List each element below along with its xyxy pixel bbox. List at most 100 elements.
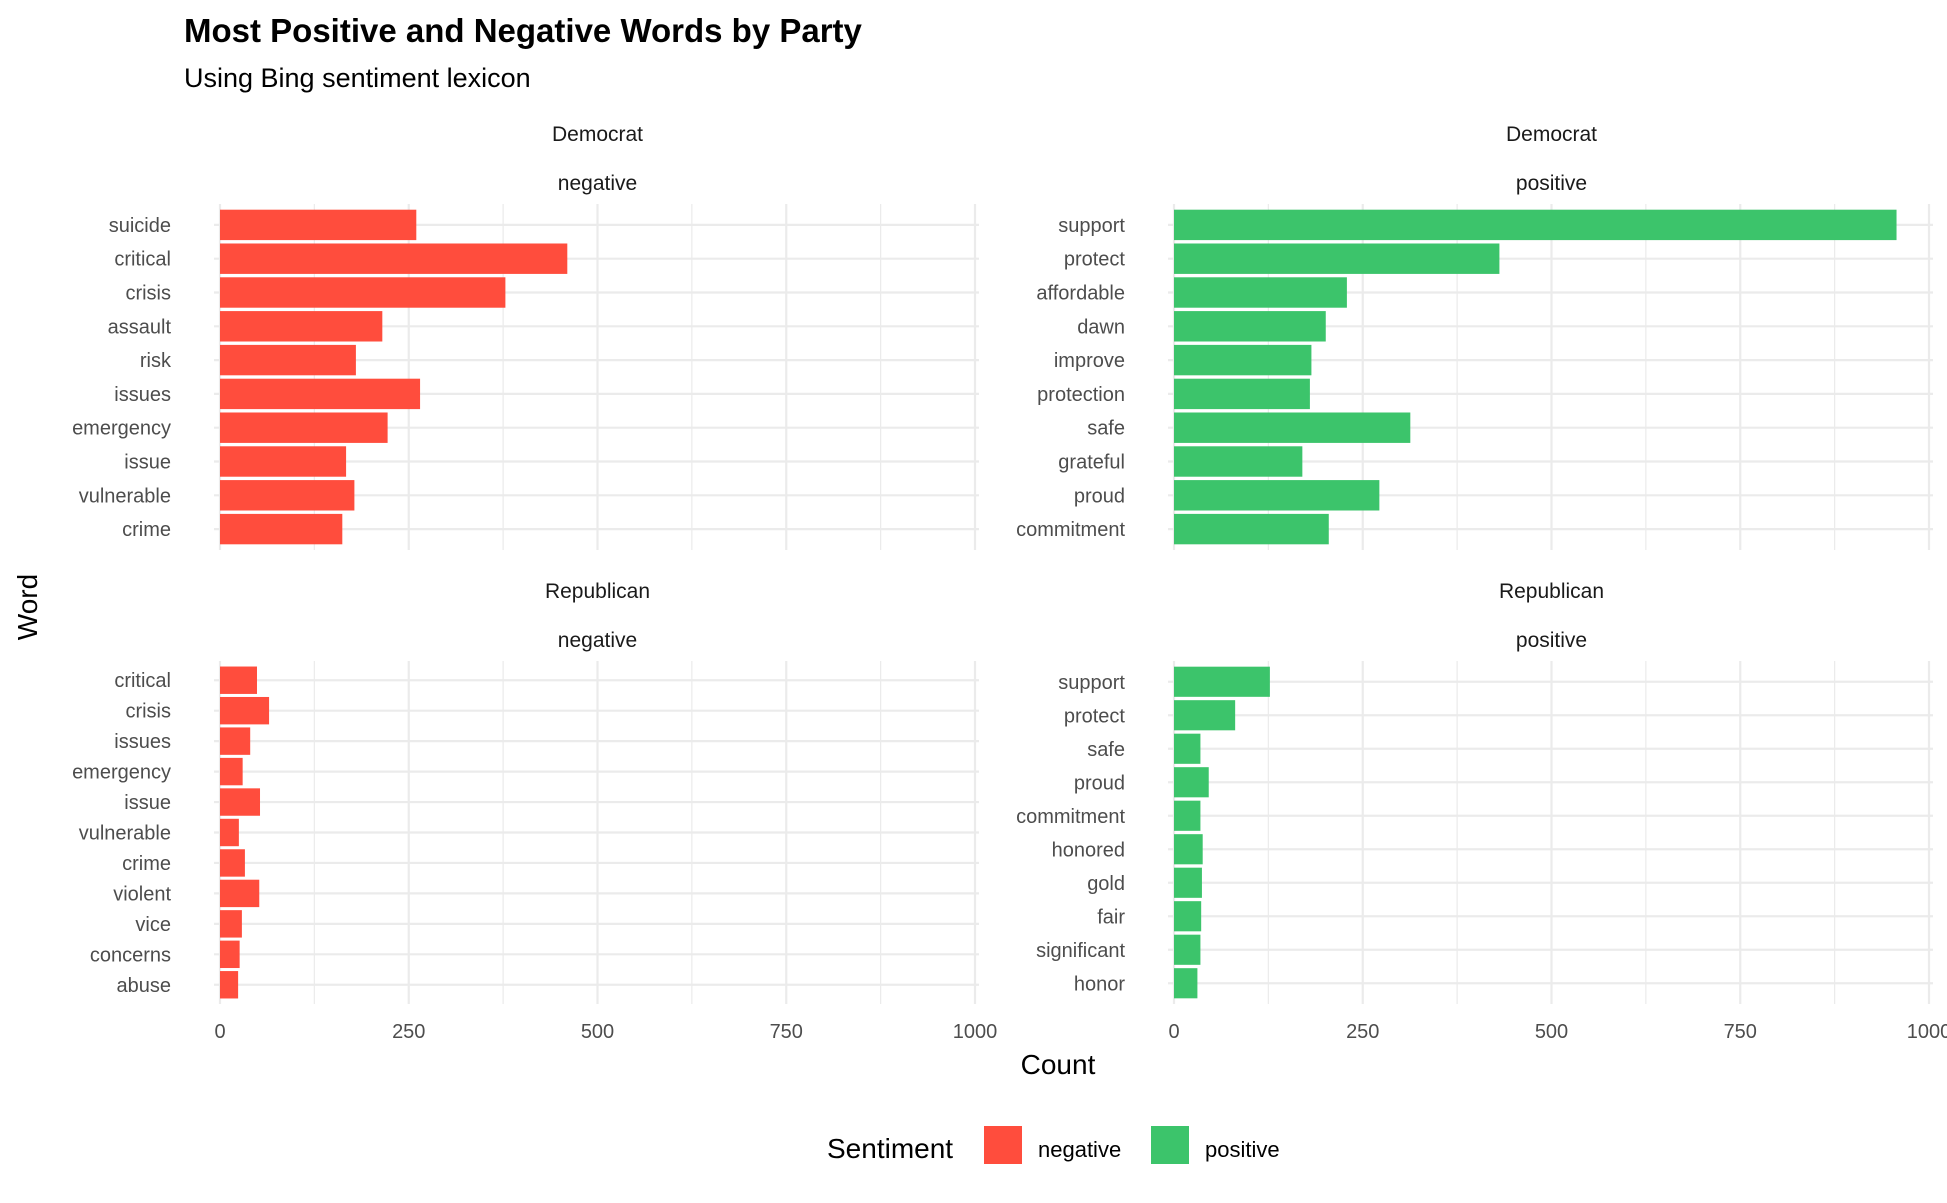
bar-proud: [1174, 767, 1209, 798]
category-label: gold: [1087, 873, 1125, 895]
category-label: support: [1058, 672, 1125, 694]
category-label: crime: [122, 519, 171, 541]
category-label: fair: [1097, 906, 1125, 928]
bar-crime: [220, 513, 343, 545]
bar-vulnerable: [220, 480, 355, 511]
bar-proud: [1174, 480, 1380, 511]
category-label: honored: [1052, 839, 1125, 861]
bar-grateful: [1174, 446, 1303, 477]
category-label: safe: [1087, 418, 1125, 440]
bar-honored: [1174, 834, 1203, 865]
bar-emergency: [220, 412, 388, 443]
category-label: violent: [113, 883, 171, 905]
x-tick-label: 500: [1535, 1021, 1568, 1043]
category-label: issues: [114, 731, 171, 753]
category-label: risk: [140, 350, 172, 372]
bar-protect: [1174, 700, 1236, 731]
x-tick-label: 250: [1346, 1021, 1379, 1043]
bar-improve: [1174, 344, 1312, 376]
bar-commitment: [1174, 513, 1329, 545]
bar-support: [1174, 209, 1897, 241]
category-label: crime: [122, 853, 171, 875]
category-label: dawn: [1077, 316, 1125, 338]
bar-vice: [220, 910, 242, 938]
legend-label-negative: negative: [1038, 1137, 1121, 1162]
bar-abuse: [220, 971, 239, 999]
category-label: grateful: [1058, 452, 1125, 474]
bar-significant: [1174, 934, 1201, 965]
bar-vulnerable: [220, 818, 239, 847]
facet-sentiment-label: negative: [558, 629, 637, 652]
category-label: improve: [1054, 350, 1125, 372]
bar-dawn: [1174, 311, 1326, 342]
chart-subtitle: Using Bing sentiment lexicon: [184, 63, 531, 93]
bar-safe: [1174, 733, 1201, 764]
panel-democrat-positive: Democrat positive support protect affordable…: [1016, 123, 1933, 550]
category-label: critical: [114, 670, 171, 692]
bar-gold: [1174, 867, 1202, 898]
bar-crisis: [220, 277, 506, 308]
x-tick-label: 0: [214, 1021, 225, 1043]
facet-party-label: Democrat: [1506, 123, 1597, 146]
chart-title: Most Positive and Negative Words by Part…: [184, 12, 863, 49]
category-label: vulnerable: [79, 823, 171, 845]
bar-suicide: [220, 209, 417, 241]
facet-sentiment-label: positive: [1516, 629, 1587, 652]
bar-honor: [1174, 968, 1198, 999]
legend-label-positive: positive: [1205, 1137, 1280, 1162]
bar-affordable: [1174, 277, 1347, 308]
facet-sentiment-label: positive: [1516, 172, 1587, 195]
category-label: commitment: [1016, 806, 1125, 828]
panel-republican-positive: Republican positive support protect safe prou…: [1016, 580, 1947, 1043]
legend-items: negative positive: [984, 1126, 1280, 1164]
category-label: emergency: [72, 418, 171, 440]
y-axis-label: Word: [12, 574, 43, 640]
facet-party-label: Republican: [1499, 580, 1604, 603]
bar-assault: [220, 311, 383, 342]
x-tick-label: 250: [392, 1021, 425, 1043]
panel-democrat-negative: Democrat negative suicide critical crisis ass…: [72, 123, 979, 550]
x-tick-label: 1000: [953, 1021, 998, 1043]
category-label: issue: [124, 792, 171, 814]
bar-safe: [1174, 412, 1411, 443]
category-label: proud: [1074, 772, 1125, 794]
bar-emergency: [220, 757, 243, 786]
category-label: vice: [135, 914, 171, 936]
category-label: protect: [1064, 249, 1126, 271]
bar-critical: [220, 666, 257, 694]
facet-sentiment-label: negative: [558, 172, 637, 195]
category-label: crisis: [125, 283, 171, 305]
x-tick-label: 1000: [1907, 1021, 1947, 1043]
legend-swatch-negative: [984, 1126, 1022, 1164]
bar-issues: [220, 378, 421, 410]
category-label: protection: [1037, 384, 1125, 406]
bar-protection: [1174, 378, 1310, 410]
bar-fair: [1174, 901, 1202, 932]
legend: Sentiment negative positive: [827, 1126, 1280, 1164]
x-tick-label: 750: [770, 1021, 803, 1043]
facet-party-label: Republican: [545, 580, 650, 603]
category-label: safe: [1087, 739, 1125, 761]
category-label: crisis: [125, 701, 171, 723]
legend-title: Sentiment: [827, 1133, 953, 1164]
facet-party-label: Democrat: [552, 123, 643, 146]
bar-concerns: [220, 940, 240, 969]
category-label: vulnerable: [79, 485, 171, 507]
bar-crime: [220, 849, 245, 877]
category-label: abuse: [117, 975, 172, 997]
bar-crisis: [220, 696, 270, 725]
category-label: issues: [114, 384, 171, 406]
bar-risk: [220, 344, 356, 376]
panel-republican-negative: Republican negative critical crisis issues em…: [72, 580, 997, 1043]
category-label: protect: [1064, 705, 1126, 727]
category-label: commitment: [1016, 519, 1125, 541]
bar-critical: [220, 243, 568, 274]
bar-support: [1174, 666, 1270, 697]
category-label: assault: [108, 316, 172, 338]
bar-issues: [220, 727, 251, 755]
x-tick-label: 750: [1724, 1021, 1757, 1043]
bar-commitment: [1174, 800, 1201, 831]
legend-swatch-positive: [1151, 1126, 1189, 1164]
